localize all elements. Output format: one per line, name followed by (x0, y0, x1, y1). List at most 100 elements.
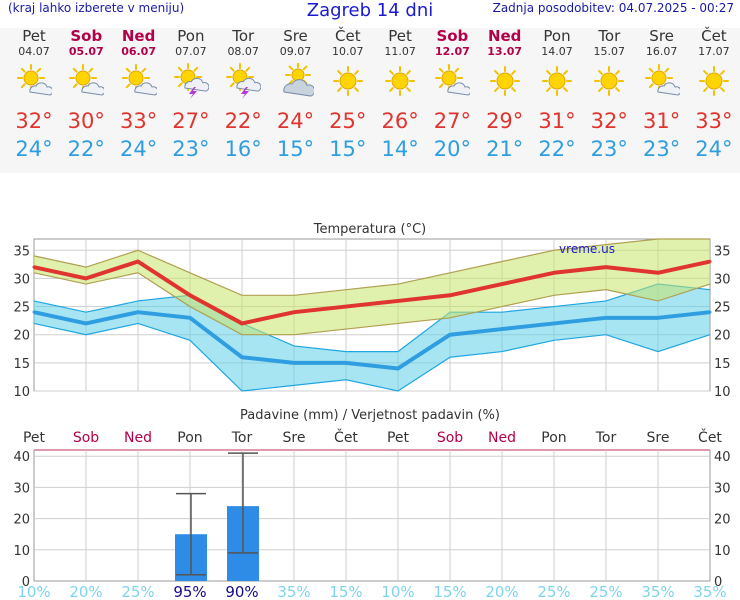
day-name: Pet (22, 27, 46, 45)
day-column: Sre 09.07 24° 15° (270, 28, 322, 163)
x-tick-label: Ned (488, 430, 516, 446)
x-tick-label: Sob (73, 430, 99, 446)
day-column: Pet 04.07 32° 24° (8, 28, 60, 163)
max-temperature-point (552, 271, 556, 275)
max-temperature: 22° (224, 109, 262, 133)
day-column: Sre 16.07 31° 23° (636, 28, 688, 163)
day-date: 12.07 (434, 45, 470, 58)
min-temperature: 15° (276, 137, 315, 161)
day-name: Ned (121, 27, 156, 45)
day-column: Sob 05.07 30° 22° (60, 28, 112, 163)
temperature-chart-title: Temperatura (°C) (313, 222, 426, 237)
day-name: Čet (335, 27, 361, 45)
y-tick-label: 20 (714, 513, 731, 528)
day-column: Pet 11.07 26° 14° (374, 28, 426, 163)
y-tick-label: 20 (13, 513, 30, 528)
min-temperature-point (344, 361, 348, 365)
max-temperature-line (33, 259, 711, 326)
x-tick-label: Pet (387, 430, 410, 446)
min-temperature-point (188, 316, 192, 320)
day-date: 06.07 (121, 45, 156, 58)
y-tick-label: 15 (714, 357, 731, 372)
day-name: Sob (70, 27, 103, 45)
day-column: Pon 07.07 27° 23° (165, 28, 217, 163)
y-tick-label: 30 (13, 481, 30, 496)
x-tick-label: Tor (595, 430, 617, 446)
precipitation-probability: 35% (693, 583, 726, 600)
sun-cloud-icon (69, 64, 105, 96)
max-temperature-point (32, 265, 36, 269)
day-column: Ned 06.07 33° 24° (113, 28, 165, 163)
min-temperature-point (448, 333, 452, 337)
min-temperature-point (656, 316, 660, 320)
day-date: 08.07 (227, 45, 259, 58)
day-column: Tor 15.07 32° 23° (583, 28, 635, 163)
day-date: 16.07 (645, 45, 678, 58)
precipitation-probability: 25% (537, 583, 570, 600)
page-title: Zagreb 14 dni (306, 0, 434, 21)
x-tick-label: Čet (334, 428, 358, 446)
min-temperature: 22° (538, 137, 576, 161)
sun-cloud-icon (121, 64, 157, 96)
day-column: Čet 10.07 25° 15° (322, 28, 374, 163)
sun-icon (332, 66, 363, 96)
day-column: Pon 14.07 31° 22° (531, 28, 583, 163)
day-column: Sob 12.07 27° 20° (426, 28, 478, 163)
day-date: 07.07 (175, 45, 207, 58)
precipitation-chart: Padavine (mm) / Verjetnost padavin (%) Pe… (13, 408, 731, 600)
sun-cloud-icon (17, 64, 52, 96)
min-temperature-point (84, 321, 88, 325)
min-temperature-point (708, 310, 712, 314)
y-tick-label: 40 (714, 450, 731, 465)
x-tick-label: Ned (124, 430, 152, 446)
day-name: Pon (177, 27, 205, 45)
min-temperature-point (396, 366, 400, 370)
max-temperature: 27° (172, 109, 210, 133)
max-temperature-point (240, 321, 244, 325)
min-temperature: 24° (695, 137, 733, 161)
day-column: Čet 17.07 33° 24° (688, 28, 740, 163)
daily-forecast-strip: Pet 04.07 32° 24° Sob 05.07 30° 22° Ned 06.07 33° 2… (0, 28, 740, 173)
x-tick-label: Tor (231, 430, 253, 446)
min-temperature: 16° (224, 137, 262, 161)
location-hint[interactable]: (kraj lahko izberete v meniju) (8, 1, 185, 15)
max-temperature-point (292, 310, 296, 314)
sun-icon (385, 66, 416, 96)
y-tick-label: 10 (13, 385, 30, 400)
header: (kraj lahko izberete v meniju) Zagreb 14… (0, 0, 740, 22)
day-date: 05.07 (68, 45, 104, 58)
min-temperature: 24° (15, 137, 53, 161)
min-temperature-band-upper-edge (33, 283, 711, 353)
min-temperature: 24° (119, 137, 158, 161)
sun-icon (594, 66, 625, 96)
max-temperature-point (396, 299, 400, 303)
thunderstorm-sun-icon (226, 63, 262, 99)
min-temperature: 23° (590, 137, 628, 161)
max-temperature: 24° (276, 109, 315, 133)
max-temperature: 27° (433, 109, 471, 133)
precipitation-probability: 20% (69, 583, 102, 600)
day-date: 17.07 (698, 45, 730, 58)
x-tick-label: Sre (283, 430, 306, 446)
min-temperature-point (604, 316, 608, 320)
max-temperature-point (84, 276, 88, 280)
min-temperature: 23° (642, 137, 681, 161)
min-temperature-line (33, 310, 711, 371)
precipitation-probability: 35% (641, 583, 674, 600)
max-temperature: 31° (538, 109, 576, 133)
day-name: Sob (436, 27, 469, 45)
sun-cloud-icon (644, 64, 680, 96)
max-temperature-point (708, 260, 712, 264)
max-temperature-point (500, 282, 504, 286)
y-tick-label: 15 (13, 357, 30, 372)
max-temperature-point (136, 260, 140, 264)
y-tick-label: 10 (13, 544, 30, 559)
precipitation-probability: 10% (17, 583, 50, 600)
day-name: Čet (701, 27, 727, 45)
day-name: Pet (388, 27, 412, 45)
y-tick-label: 30 (13, 272, 30, 287)
x-tick-label: Sre (647, 430, 670, 446)
max-temperature: 31° (642, 109, 681, 133)
max-temperature: 30° (67, 109, 105, 133)
y-tick-label: 35 (714, 244, 731, 259)
